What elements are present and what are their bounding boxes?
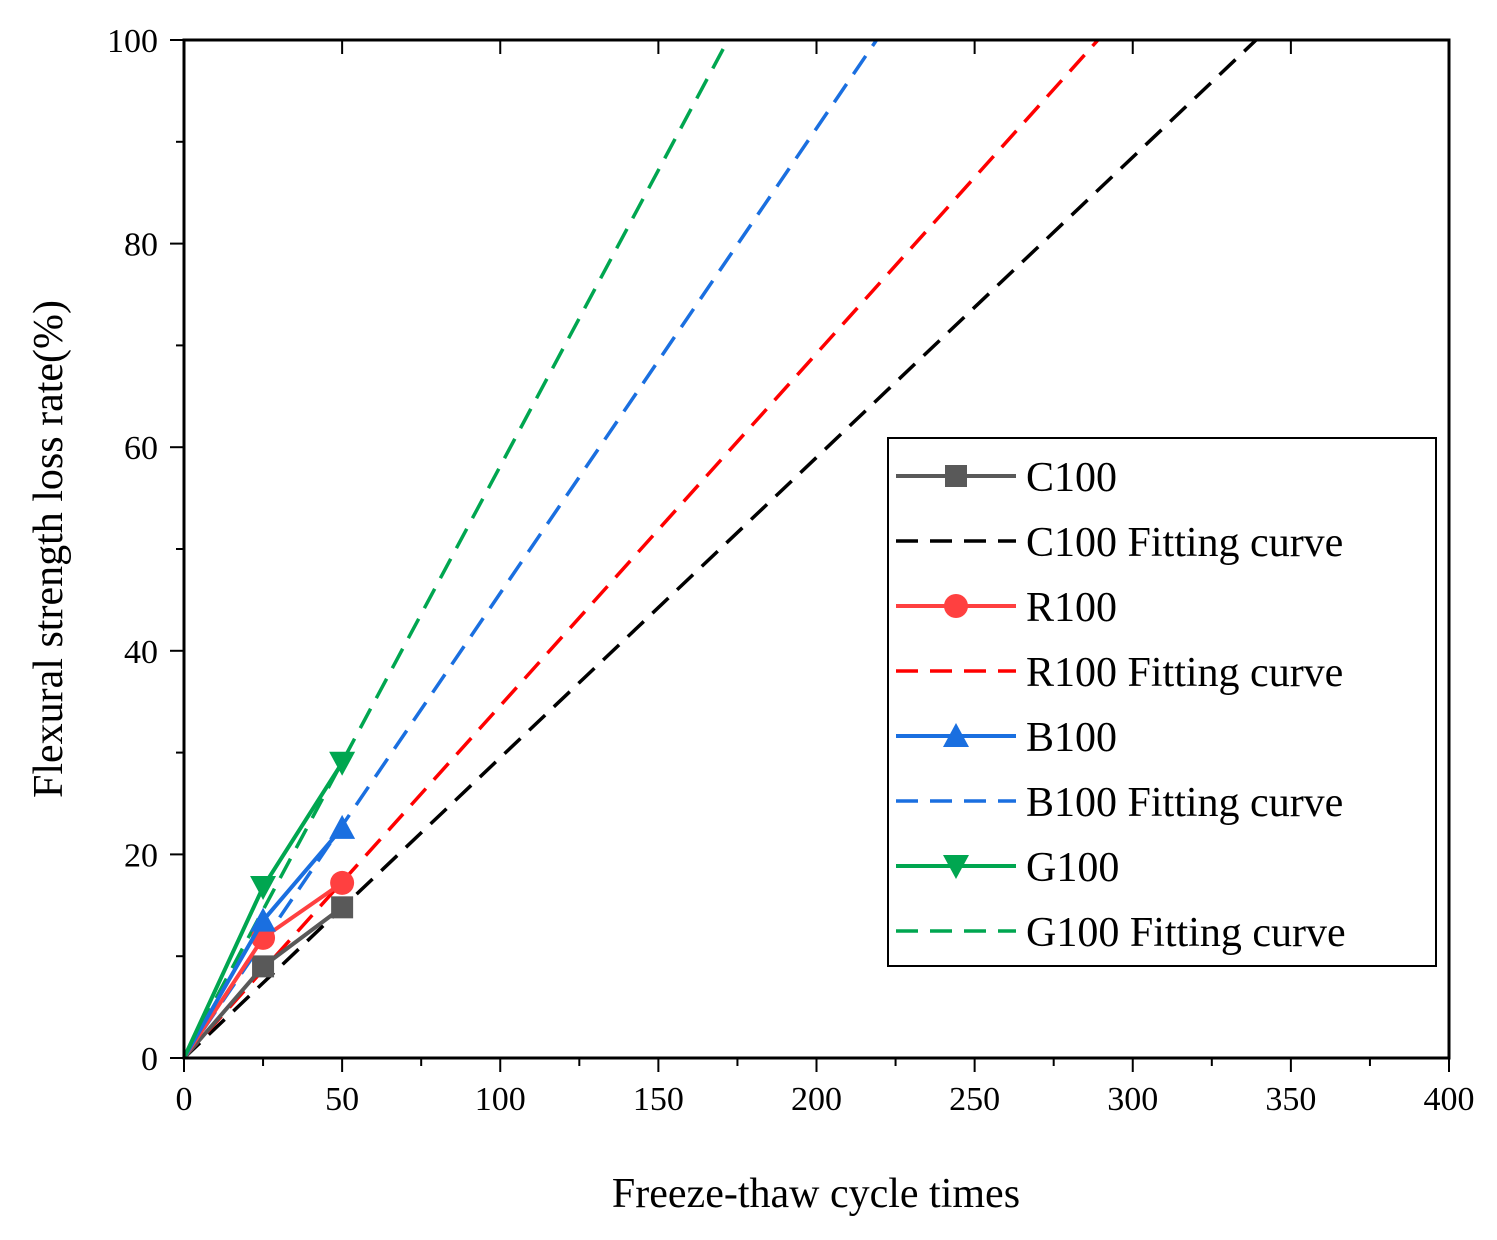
x-tick-label: 100 [475, 1081, 526, 1118]
g100-fitting-curve-line [182, 39, 730, 1059]
y-tick-label: 80 [124, 227, 158, 264]
r100-fitting-curve-line [182, 38, 1100, 1060]
x-tick-label: 350 [1265, 1081, 1316, 1118]
fitting-curves [182, 38, 1258, 1060]
y-axis-title: Flexural strength loss rate(%) [26, 300, 72, 798]
y-tick-label: 20 [124, 837, 158, 874]
tick-marks [170, 39, 1450, 1072]
g100-point [250, 875, 277, 900]
legend-marker-c100 [945, 465, 967, 487]
legend-label-r100: R100 [1026, 585, 1117, 631]
legend-marker-g100 [943, 855, 969, 879]
y-tick-label: 40 [124, 634, 158, 671]
x-tick-label: 400 [1424, 1081, 1475, 1118]
r100-point [330, 870, 355, 895]
b100-point [329, 814, 356, 839]
legend-box [887, 437, 1437, 967]
legend-marker-b100 [943, 723, 969, 747]
legend-label-b100-fitting-curve: B100 Fitting curve [1026, 780, 1343, 826]
x-tick-label: 250 [949, 1081, 1000, 1118]
legend-label-r100-fitting-curve: R100 Fitting curve [1026, 650, 1343, 696]
x-tick-label: 300 [1107, 1081, 1158, 1118]
y-tick-label: 0 [141, 1041, 158, 1078]
tick-labels: 0 50 100 150 200 250 300 350 400 0 20 40 60 80 100 [107, 23, 1475, 1118]
y-tick-label: 100 [107, 23, 158, 60]
legend-label-g100: G100 [1026, 845, 1119, 891]
x-tick-label: 200 [791, 1081, 842, 1118]
y-tick-label: 60 [124, 430, 158, 467]
c100-point [252, 955, 275, 978]
measured-series [182, 751, 356, 1060]
legend: C100 C100 Fitting curve R100 R100 Fitting c… [887, 437, 1437, 967]
legend-marker-r100 [944, 594, 968, 618]
b100-fitting-curve-line [182, 39, 879, 1059]
b100-point [250, 907, 277, 932]
x-tick-label: 0 [176, 1081, 193, 1118]
x-axis-title: Freeze-thaw cycle times [612, 1171, 1020, 1217]
x-tick-label: 150 [633, 1081, 684, 1118]
x-tick-label: 50 [325, 1081, 359, 1118]
legend-label-g100-fitting-curve: G100 Fitting curve [1026, 910, 1346, 956]
c100-fitting-curve-line [182, 38, 1258, 1060]
legend-label-c100: C100 [1026, 455, 1117, 501]
g100-point [329, 751, 356, 776]
legend-label-b100: B100 [1026, 715, 1117, 761]
c100-point [331, 896, 354, 919]
legend-label-c100-fitting-curve: C100 Fitting curve [1026, 520, 1343, 566]
